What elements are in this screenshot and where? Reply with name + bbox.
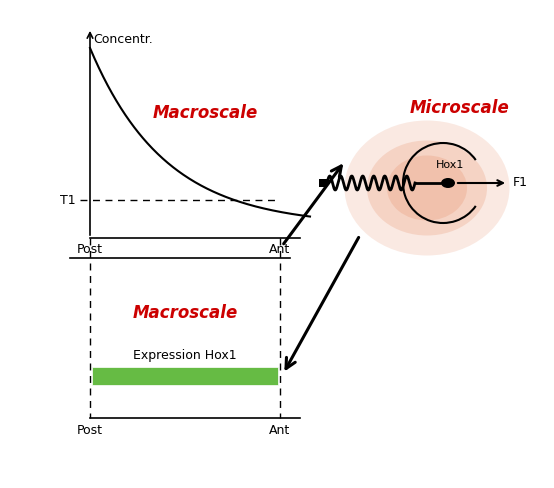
Ellipse shape bbox=[367, 141, 487, 236]
Text: Ant: Ant bbox=[269, 243, 291, 256]
Ellipse shape bbox=[345, 121, 510, 256]
Text: Macroscale: Macroscale bbox=[152, 104, 258, 122]
Text: Post: Post bbox=[77, 243, 103, 256]
Text: Microscale: Microscale bbox=[410, 99, 510, 117]
Text: Post: Post bbox=[77, 424, 103, 437]
Text: T1: T1 bbox=[60, 194, 76, 206]
Text: Concentr.: Concentr. bbox=[93, 33, 153, 46]
Bar bbox=[319, 179, 327, 187]
Text: F1: F1 bbox=[513, 177, 528, 189]
Ellipse shape bbox=[441, 178, 455, 188]
Text: Expression Hox1: Expression Hox1 bbox=[133, 349, 237, 362]
Text: Hox1: Hox1 bbox=[436, 160, 464, 170]
Bar bbox=[92, 367, 278, 385]
Ellipse shape bbox=[387, 156, 467, 221]
Text: Macroscale: Macroscale bbox=[132, 304, 238, 322]
Text: Ant: Ant bbox=[269, 424, 291, 437]
